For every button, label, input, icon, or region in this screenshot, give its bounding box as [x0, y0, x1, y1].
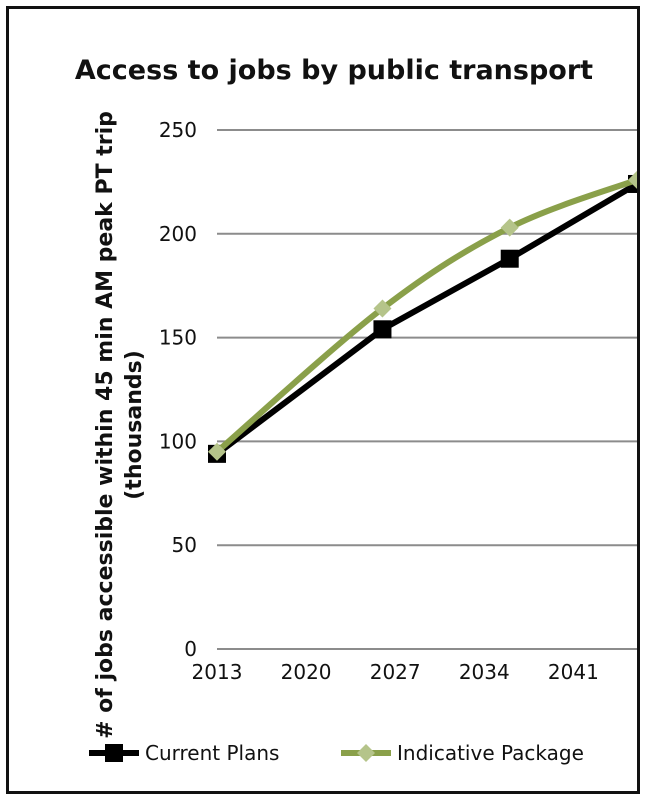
x-tick-label: 2027 — [370, 660, 421, 684]
legend-marker-square — [105, 744, 123, 762]
x-tick-label: 2034 — [459, 660, 510, 684]
series-line-indicative-package — [215, 177, 639, 455]
data-point-diamond — [208, 442, 226, 461]
series-lines — [208, 170, 646, 463]
legend-marker-diamond — [357, 744, 375, 762]
y-tick-label: 100 — [159, 429, 197, 453]
y-tick-label: 200 — [159, 222, 197, 246]
legend-label-indicative-package: Indicative Package — [397, 741, 584, 765]
line-chart: Access to jobs by public transport # of … — [75, 55, 646, 765]
y-tick-label: 150 — [159, 326, 197, 350]
y-axis-label-line2: (thousands) — [122, 350, 147, 500]
data-point-square — [373, 320, 392, 339]
legend: Current Plans Indicative Package — [89, 741, 584, 765]
x-tick-label: 2013 — [192, 660, 243, 684]
gridlines — [217, 129, 637, 650]
x-tick-labels: 2013 2020 2027 2034 2041 — [192, 660, 599, 684]
y-tick-label: 0 — [184, 637, 197, 661]
y-axis-label: # of jobs accessible within 45 min AM pe… — [93, 111, 147, 739]
chart-title: Access to jobs by public transport — [75, 55, 593, 86]
chart-frame: Access to jobs by public transport # of … — [6, 6, 646, 794]
y-tick-label: 50 — [172, 533, 197, 557]
y-tick-label: 250 — [159, 118, 197, 142]
y-tick-labels: 0 50 100 150 200 250 — [159, 118, 197, 661]
legend-label-current-plans: Current Plans — [145, 741, 279, 765]
data-point-diamond — [373, 299, 392, 318]
x-tick-label: 2041 — [548, 660, 599, 684]
x-tick-label: 2020 — [281, 660, 332, 684]
series-line-current-plans — [215, 181, 639, 457]
data-point-square — [500, 249, 519, 268]
data-point-diamond — [500, 218, 519, 237]
y-axis-label-line1: # of jobs accessible within 45 min AM pe… — [93, 111, 118, 739]
